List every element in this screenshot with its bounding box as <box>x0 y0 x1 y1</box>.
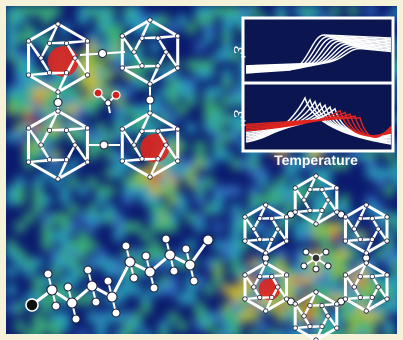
icosahedral-cluster <box>242 202 290 256</box>
lower-panel-label: ε'' <box>230 110 249 127</box>
icosahedral-cluster <box>25 108 91 182</box>
real-permittivity-curves <box>245 34 392 74</box>
loss-curve <box>245 117 392 138</box>
loss-curve <box>245 115 392 138</box>
upper-panel-label: ε' <box>230 46 249 59</box>
icosahedral-cluster <box>342 260 390 314</box>
guest-molecule <box>93 88 121 114</box>
icosahedral-cluster <box>342 202 390 256</box>
x-axis-label: Temperature <box>274 152 358 168</box>
cluster-ring-assembly <box>242 173 390 340</box>
icosahedral-cluster <box>292 289 340 340</box>
alkyl-chain-molecule <box>25 234 214 324</box>
icosahedral-cluster <box>25 21 91 95</box>
icosahedral-cluster <box>242 260 290 314</box>
icosahedral-cluster <box>119 110 181 180</box>
icosahedral-cluster <box>119 17 181 87</box>
permittivity-curve <box>245 47 392 67</box>
central-guest-molecule <box>300 248 332 273</box>
cluster-square-assembly <box>25 17 181 182</box>
permittivity-inset: ε' ε'' Temperature <box>230 16 395 168</box>
imaginary-permittivity-curves <box>245 96 392 145</box>
icosahedral-cluster <box>292 173 340 227</box>
